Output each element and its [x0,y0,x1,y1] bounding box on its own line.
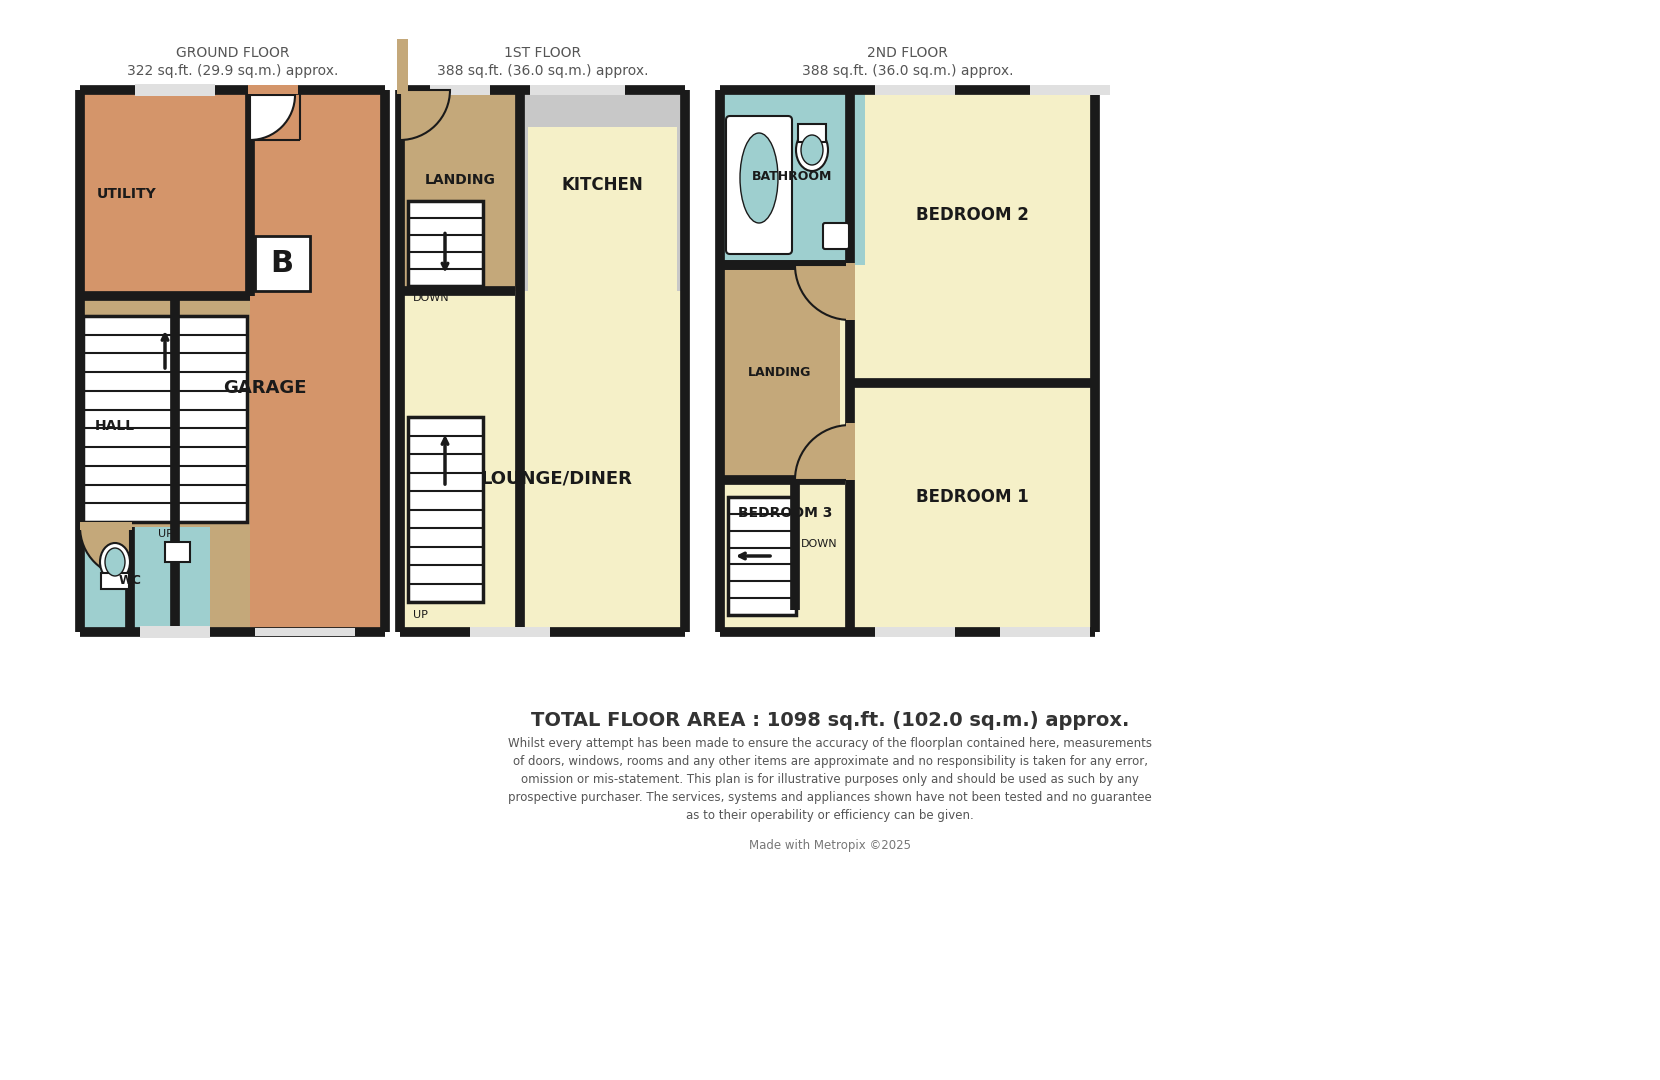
Ellipse shape [105,548,124,576]
Bar [530,85,626,95]
Text: 2ND FLOOR
388 sq.ft. (36.0 sq.m.) approx.: 2ND FLOOR 388 sq.ft. (36.0 sq.m.) approx… [802,45,1013,78]
Text: BEDROOM 2: BEDROOM 2 [916,205,1029,224]
Wedge shape [80,527,129,577]
Bar [80,296,174,632]
FancyBboxPatch shape [823,222,848,249]
Bar [83,316,247,522]
Bar [470,627,549,637]
Text: Whilst every attempt has been made to ensure the accuracy of the floorplan conta: Whilst every attempt has been made to en… [508,738,1152,823]
Text: LOUNGE/DINER: LOUNGE/DINER [481,470,632,487]
Bar [847,264,855,320]
Bar [528,127,677,294]
Text: BEDROOM 3: BEDROOM 3 [737,505,832,519]
Text: GROUND FLOOR
322 sq.ft. (29.9 sq.m.) approx.: GROUND FLOOR 322 sq.ft. (29.9 sq.m.) app… [126,45,339,78]
Bar [847,423,855,480]
Text: B: B [271,249,294,279]
Text: UP: UP [158,529,173,539]
Text: DOWN: DOWN [413,293,450,302]
Bar [729,497,797,615]
Bar [400,90,520,291]
Text: TOTAL FLOOR AREA : 1098 sq.ft. (102.0 sq.m.) approx.: TOTAL FLOOR AREA : 1098 sq.ft. (102.0 sq… [531,711,1129,729]
Text: GARAGE: GARAGE [222,379,307,397]
Bar [80,527,211,632]
Bar [798,124,827,141]
Text: 1ST FLOOR
388 sq.ft. (36.0 sq.m.) approx.: 1ST FLOOR 388 sq.ft. (36.0 sq.m.) approx… [437,45,649,78]
Text: UTILITY: UTILITY [98,187,158,201]
Text: DOWN: DOWN [802,539,838,549]
Bar [408,417,483,602]
Text: BATHROOM: BATHROOM [752,171,832,184]
Wedge shape [400,90,450,140]
Ellipse shape [100,543,129,581]
Text: HALL: HALL [95,419,134,433]
Bar [430,85,490,95]
Bar [408,201,483,285]
Bar [174,296,251,632]
Bar [400,291,686,632]
Bar [999,627,1091,637]
Bar [520,90,686,301]
Text: WC: WC [118,573,141,586]
Ellipse shape [802,135,823,165]
Wedge shape [795,265,850,320]
Bar [720,90,865,265]
Bar [80,90,385,632]
Wedge shape [251,95,295,140]
Text: LANDING: LANDING [425,173,495,187]
Bar [134,84,216,96]
Text: LANDING: LANDING [749,366,812,379]
Ellipse shape [797,129,828,171]
Bar [139,626,211,638]
FancyBboxPatch shape [725,116,792,254]
Bar [256,627,355,636]
Text: KITCHEN: KITCHEN [561,176,642,194]
Bar [256,235,310,291]
Bar [397,39,408,94]
Bar [720,265,840,480]
Text: BEDROOM 1: BEDROOM 1 [916,487,1029,505]
Bar [1029,85,1111,95]
Ellipse shape [740,133,779,222]
Bar [720,90,1096,632]
Bar [247,85,299,94]
Text: UP: UP [413,610,428,620]
Bar [875,627,954,637]
Text: Made with Metropix ©2025: Made with Metropix ©2025 [749,838,911,851]
Bar [164,542,189,562]
Bar [101,573,129,589]
Wedge shape [795,426,850,480]
Bar [875,85,954,95]
Bar [80,522,133,530]
